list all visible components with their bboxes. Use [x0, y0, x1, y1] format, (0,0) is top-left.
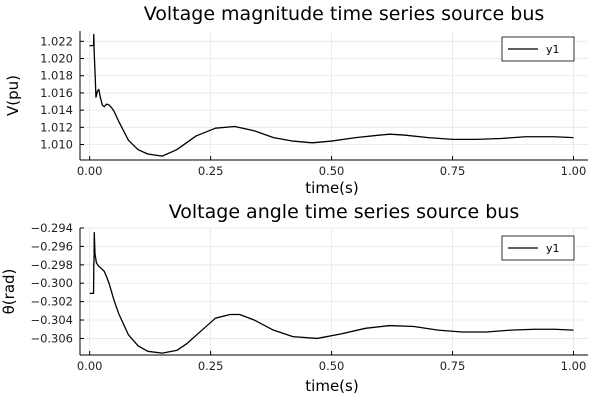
- legend: y1: [501, 235, 575, 261]
- x-tick-label: 0.75: [440, 164, 466, 178]
- y-tick-label: 1.022: [40, 34, 73, 48]
- y-tick-label: −0.302: [30, 295, 73, 309]
- chart-title: Voltage magnitude time series source bus: [144, 3, 545, 25]
- x-tick-label: 0.00: [77, 164, 103, 178]
- y-tick-label: −0.306: [30, 331, 73, 345]
- x-tick-label: 0.75: [440, 359, 466, 373]
- y-tick-label: 1.020: [40, 52, 73, 66]
- y-tick-label: 1.012: [40, 120, 73, 134]
- y-tick-label: −0.294: [30, 221, 73, 235]
- y-tick-label: −0.300: [30, 276, 73, 290]
- y-tick-label: 1.010: [40, 138, 73, 152]
- gridlines: [80, 227, 588, 355]
- legend: y1: [501, 36, 575, 62]
- x-tick-label: 1.00: [561, 164, 587, 178]
- legend-label: y1: [546, 43, 560, 56]
- series-line-y1: [89, 231, 574, 354]
- y-tick-label: −0.296: [30, 239, 73, 253]
- chart-2: 0.00 0.25 0.50 0.75 1.00 −0.306 −0.304 −0.302 −0…: [0, 201, 588, 395]
- y-axis-label: V(pu): [4, 75, 22, 116]
- x-axis-label: time(s): [305, 179, 358, 197]
- y-tick-label: −0.304: [30, 313, 73, 327]
- chart-title: Voltage angle time series source bus: [169, 201, 519, 223]
- y-tick-label: 1.014: [40, 103, 73, 117]
- y-axis-label: θ(rad): [0, 269, 18, 315]
- legend-label: y1: [546, 242, 560, 255]
- y-tick-label: −0.298: [30, 258, 73, 272]
- x-tick-label: 0.25: [198, 164, 224, 178]
- x-tick-label: 0.25: [198, 359, 224, 373]
- y-tick-label: 1.018: [40, 69, 73, 83]
- chart-1: 0.00 0.25 0.50 0.75 1.00 1.010 1.012 1.014 1.016…: [4, 3, 588, 197]
- x-tick-label: 0.50: [319, 164, 345, 178]
- x-axis-label: time(s): [305, 377, 358, 395]
- series-line-y1: [89, 33, 574, 157]
- x-tick-label: 0.50: [319, 359, 345, 373]
- x-tick-label: 1.00: [561, 359, 587, 373]
- y-tick-label: 1.016: [40, 86, 73, 100]
- x-tick-label: 0.00: [77, 359, 103, 373]
